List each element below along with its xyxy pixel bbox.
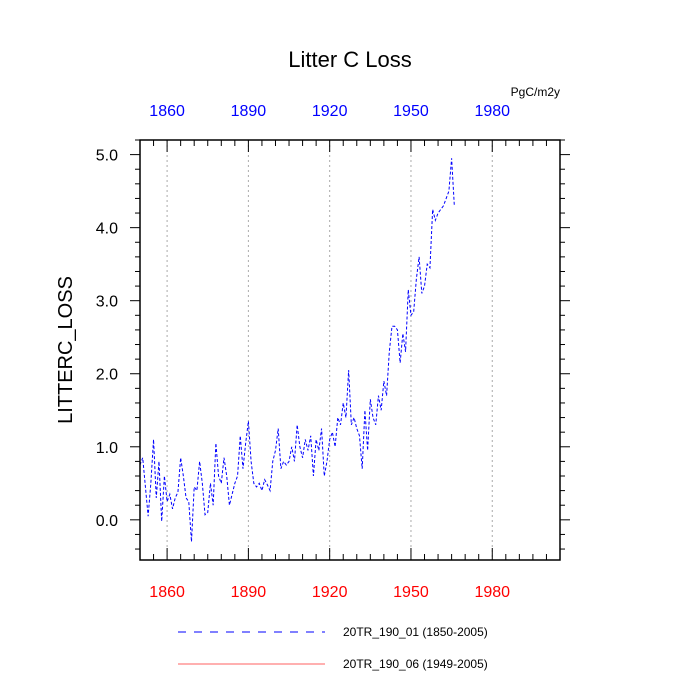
axis-ticks: 1860 1860 1890 1890 1920 1920 1950 1950 1980 1980… [96, 103, 570, 601]
x-tick-label-top: 1890 [231, 103, 267, 120]
y-tick-label: 4.0 [96, 221, 118, 238]
x-tick-label-top: 1950 [393, 103, 429, 120]
x-tick-label-bottom: 1860 [149, 584, 185, 601]
x-tick-label-top: 1980 [474, 103, 510, 120]
y-tick-label: 5.0 [96, 148, 118, 165]
legend-label-1: 20TR_190_01 (1850-2005) [343, 625, 488, 639]
x-tick-label-bottom: 1920 [312, 584, 348, 601]
y-tick-label: 2.0 [96, 367, 118, 384]
x-tick-label-bottom: 1980 [474, 584, 510, 601]
x-tick-label-top: 1860 [149, 103, 185, 120]
units-label: PgC/m2y [511, 85, 560, 99]
grid-lines [166, 140, 493, 560]
series-line-1 [139, 158, 455, 542]
legend-label-2: 20TR_190_06 (1949-2005) [343, 657, 488, 671]
y-tick-label: 1.0 [96, 440, 118, 457]
legend: 20TR_190_01 (1850-2005) 20TR_190_06 (1949… [178, 625, 488, 671]
x-tick-label-bottom: 1890 [231, 584, 267, 601]
chart-title: Litter C Loss [288, 47, 412, 72]
y-tick-label: 0.0 [96, 513, 118, 530]
plot-frame [139, 139, 561, 561]
y-tick-label: 3.0 [96, 294, 118, 311]
x-tick-label-bottom: 1950 [393, 584, 429, 601]
plot-series [139, 158, 455, 542]
y-axis-label: LITTERC_LOSS [55, 276, 77, 424]
x-tick-label-top: 1920 [312, 103, 348, 120]
